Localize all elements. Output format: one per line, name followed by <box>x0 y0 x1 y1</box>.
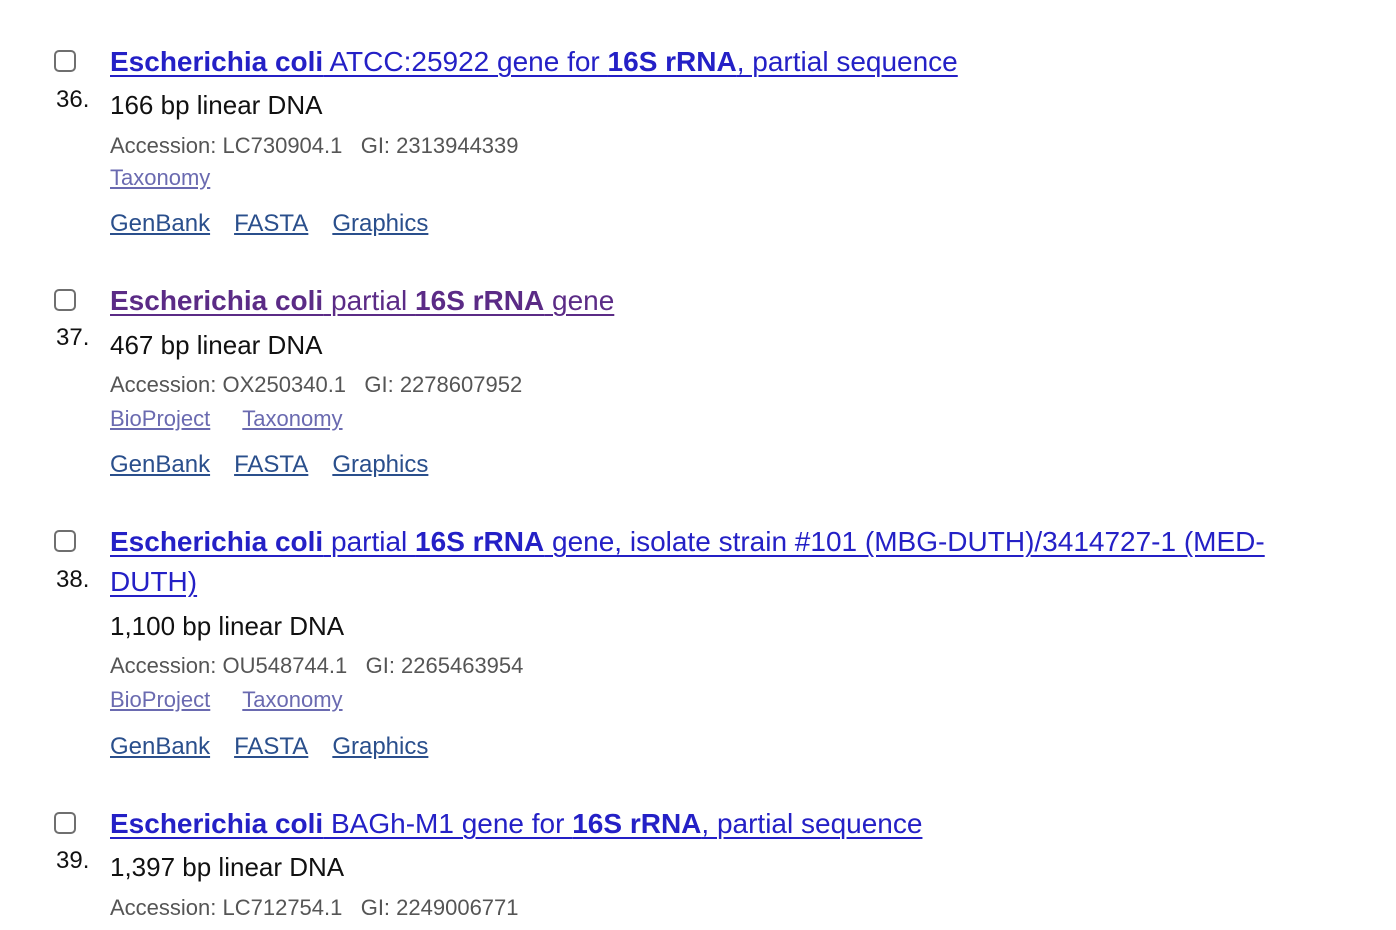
result-description: 1,100 bp linear DNA <box>110 611 345 641</box>
result-number: 36. <box>56 86 90 113</box>
result-number: 39. <box>56 847 90 874</box>
title-part: , partial sequence <box>701 808 923 839</box>
title-part: 16S rRNA <box>415 526 545 557</box>
bioproject-link[interactable]: BioProject <box>110 687 211 712</box>
taxonomy-link[interactable]: Taxonomy <box>242 406 343 431</box>
result-format-links: GenBank FASTA Graphics <box>110 733 452 761</box>
genbank-link[interactable]: GenBank <box>110 210 211 237</box>
taxonomy-link[interactable]: Taxonomy <box>242 687 343 712</box>
result-accession: Accession: OU548744.1 GI: 2265463954 <box>110 653 524 678</box>
title-part: Escherichia coli <box>110 46 324 77</box>
result-select-checkbox[interactable] <box>54 812 76 834</box>
bioproject-link[interactable]: BioProject <box>110 406 211 431</box>
title-part: gene, isolate strain #101 (MBG-DUTH)/341… <box>110 526 1265 597</box>
fasta-link[interactable]: FASTA <box>234 733 309 760</box>
result-title-link[interactable]: Escherichia coli BAGh-M1 gene for 16S rR… <box>110 804 1310 844</box>
graphics-link[interactable]: Graphics <box>332 210 429 237</box>
genbank-link[interactable]: GenBank <box>110 451 211 478</box>
graphics-link[interactable]: Graphics <box>332 451 429 478</box>
result-accession: Accession: LC712754.1 GI: 2249006771 <box>110 895 519 920</box>
result-resource-links: BioProject Taxonomy <box>110 687 375 713</box>
genbank-link[interactable]: GenBank <box>110 733 211 760</box>
title-part: , partial sequence <box>736 46 958 77</box>
title-part: partial <box>323 526 416 557</box>
result-resource-links: Taxonomy <box>110 165 242 191</box>
title-part: partial <box>323 285 416 316</box>
fasta-link[interactable]: FASTA <box>234 451 309 478</box>
title-part: Escherichia coli <box>110 808 324 839</box>
title-part: 16S rRNA <box>572 808 702 839</box>
taxonomy-link[interactable]: Taxonomy <box>110 165 211 190</box>
result-accession: Accession: LC730904.1 GI: 2313944339 <box>110 133 519 158</box>
title-part: Escherichia coli <box>110 285 324 316</box>
result-select-checkbox[interactable] <box>54 530 76 552</box>
result-select-checkbox[interactable] <box>54 289 76 311</box>
result-select-checkbox[interactable] <box>54 50 76 72</box>
title-part: 16S rRNA <box>415 285 545 316</box>
title-part: BAGh-M1 gene for <box>323 808 573 839</box>
title-part: gene <box>544 285 615 316</box>
title-part: 16S rRNA <box>607 46 737 77</box>
result-format-links: GenBank FASTA Graphics <box>110 451 452 479</box>
result-number: 38. <box>56 566 90 593</box>
result-number: 37. <box>56 324 90 351</box>
result-title-link[interactable]: Escherichia coli partial 16S rRNA gene, … <box>110 522 1310 602</box>
result-description: 467 bp linear DNA <box>110 330 323 360</box>
result-description: 1,397 bp linear DNA <box>110 852 345 882</box>
title-part: ATCC:25922 gene for <box>323 46 608 77</box>
result-description: 166 bp linear DNA <box>110 90 323 120</box>
title-part: Escherichia coli <box>110 526 324 557</box>
fasta-link[interactable]: FASTA <box>234 210 309 237</box>
result-title-link[interactable]: Escherichia coli ATCC:25922 gene for 16S… <box>110 42 1310 82</box>
graphics-link[interactable]: Graphics <box>332 733 429 760</box>
result-accession: Accession: OX250340.1 GI: 2278607952 <box>110 372 523 397</box>
result-format-links: GenBank FASTA Graphics <box>110 210 452 238</box>
result-title-link[interactable]: Escherichia coli partial 16S rRNA gene <box>110 281 1310 321</box>
result-resource-links: BioProject Taxonomy <box>110 406 375 432</box>
